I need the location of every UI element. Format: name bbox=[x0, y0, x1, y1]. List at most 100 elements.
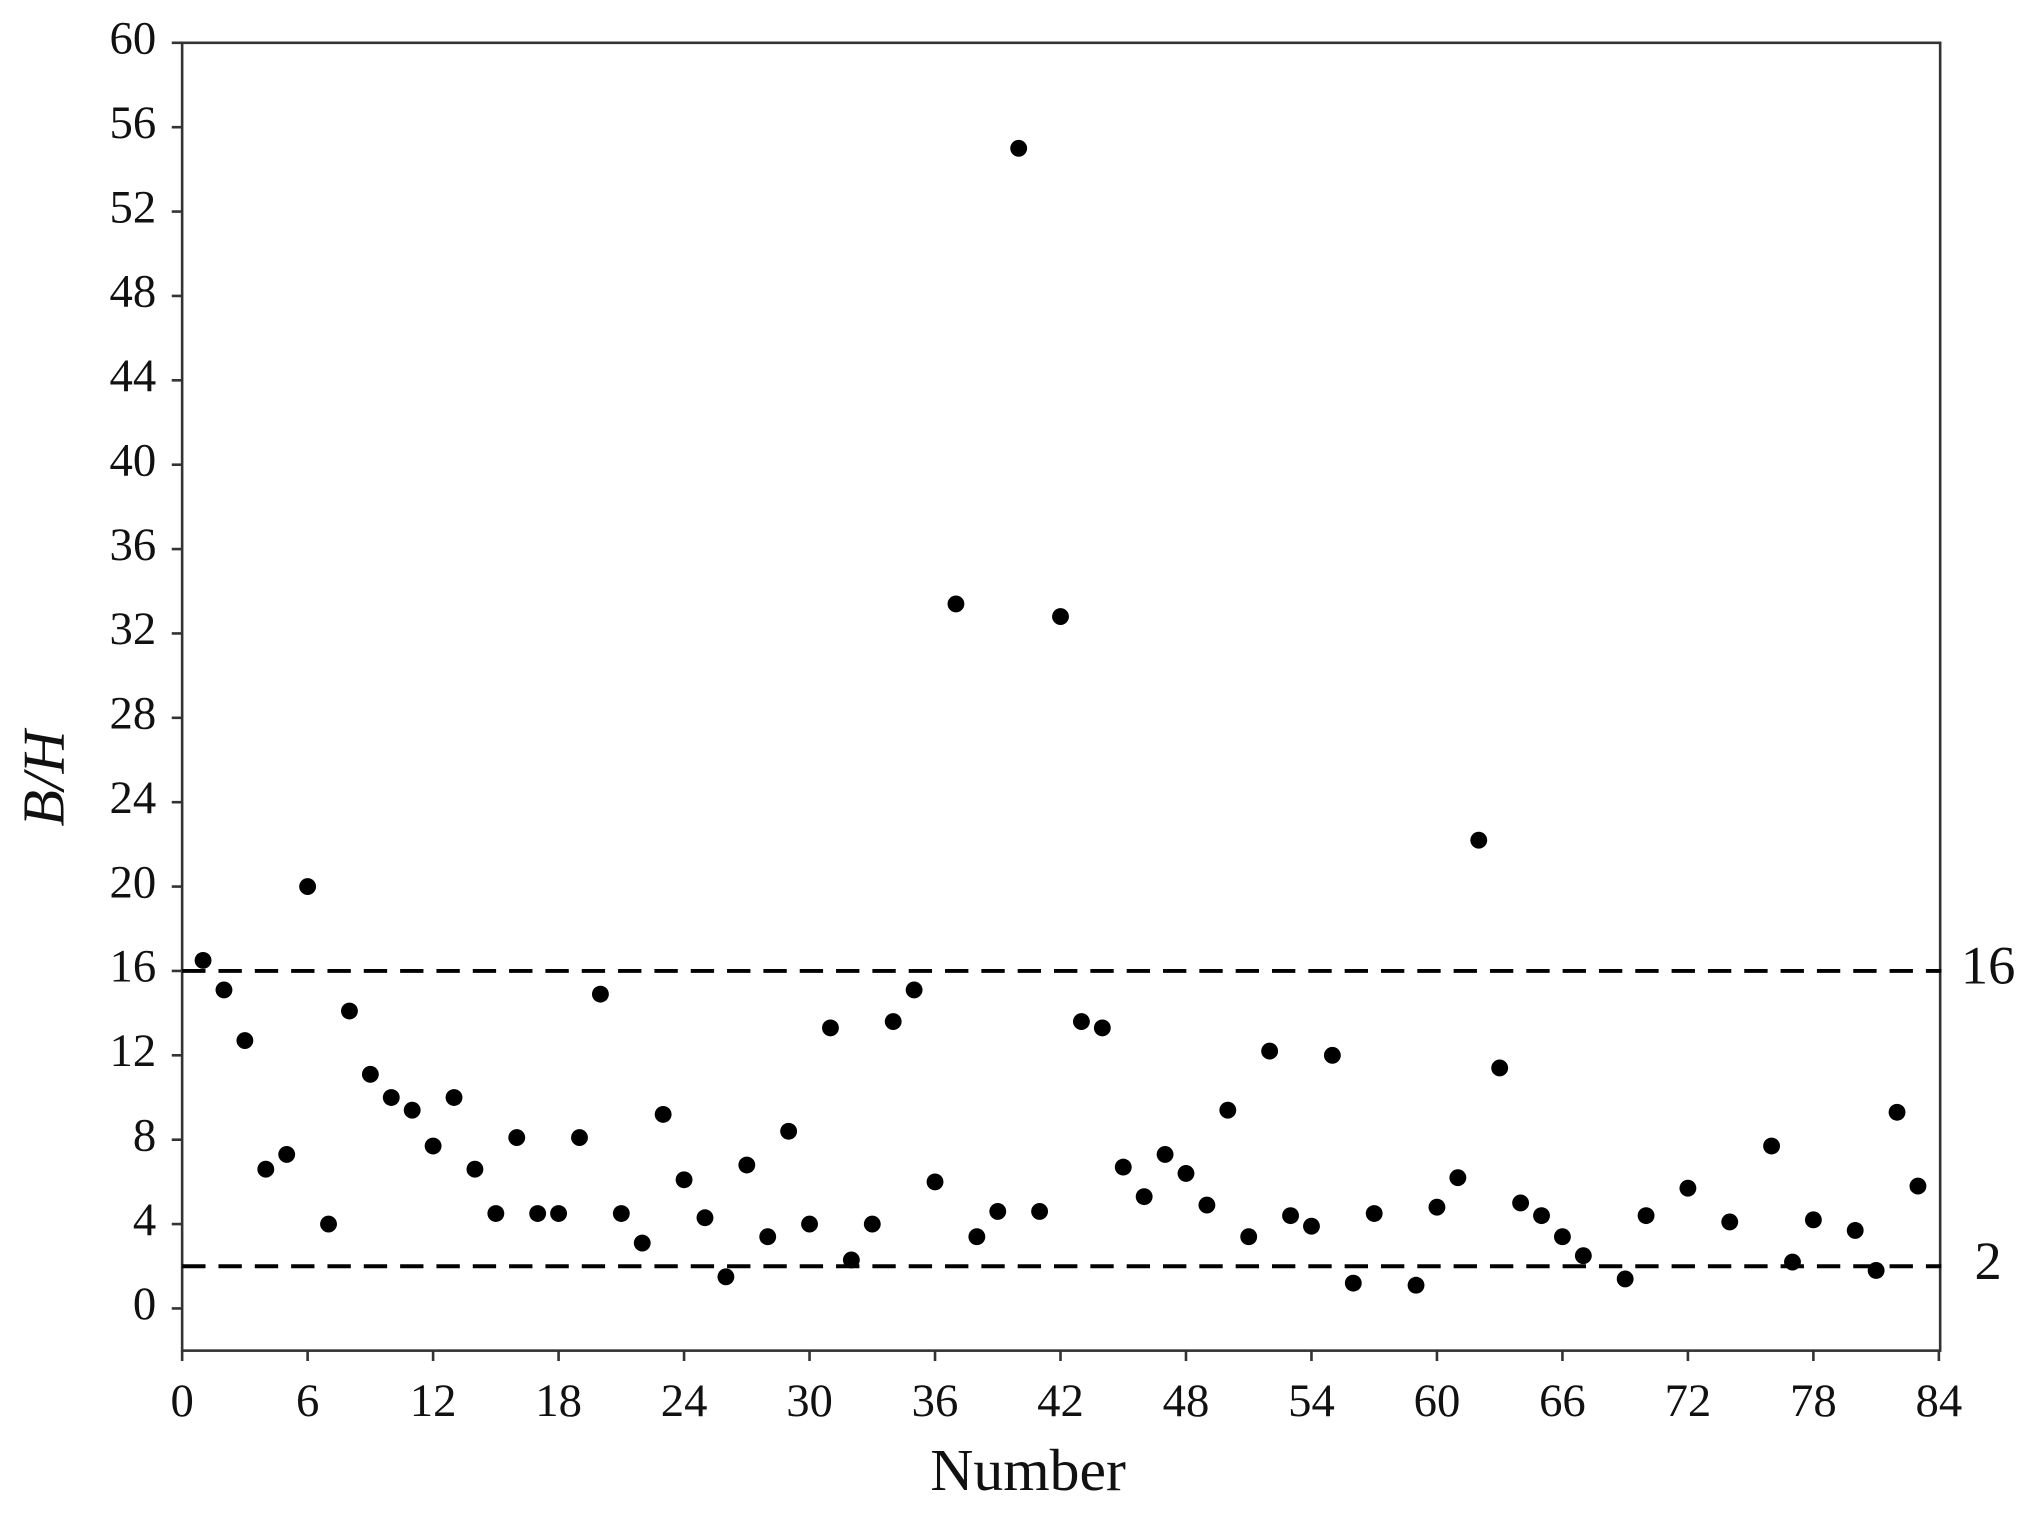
point bbox=[1156, 1146, 1174, 1163]
x-tick-label: 54 bbox=[1288, 1375, 1335, 1427]
point bbox=[278, 1146, 296, 1163]
point bbox=[1470, 831, 1488, 849]
point bbox=[968, 1228, 986, 1246]
point bbox=[675, 1171, 693, 1189]
y-tick-label: 12 bbox=[110, 1025, 157, 1077]
point bbox=[1867, 1262, 1885, 1279]
y-tick-label: 20 bbox=[110, 856, 157, 908]
point bbox=[361, 1065, 379, 1083]
point bbox=[1135, 1188, 1153, 1206]
x-tick-label: 48 bbox=[1163, 1375, 1210, 1427]
y-tick-label: 60 bbox=[110, 13, 157, 65]
point bbox=[1909, 1177, 1927, 1195]
point bbox=[1093, 1019, 1111, 1037]
y-tick-label: 44 bbox=[110, 350, 157, 402]
point bbox=[1261, 1042, 1279, 1060]
point bbox=[1553, 1228, 1571, 1246]
point bbox=[1637, 1207, 1655, 1225]
point bbox=[1031, 1202, 1049, 1220]
x-tick-label: 78 bbox=[1790, 1375, 1837, 1427]
point bbox=[696, 1209, 714, 1227]
x-tick-label: 60 bbox=[1414, 1375, 1461, 1427]
point bbox=[194, 951, 212, 969]
point bbox=[1344, 1274, 1362, 1292]
point bbox=[947, 595, 965, 613]
point bbox=[1407, 1276, 1425, 1294]
point bbox=[633, 1234, 651, 1252]
x-tick-label: 84 bbox=[1916, 1375, 1963, 1427]
point bbox=[1721, 1213, 1739, 1231]
x-axis-title: Number bbox=[930, 1437, 1126, 1503]
y-axis-title: B/H bbox=[11, 727, 77, 826]
point bbox=[1846, 1221, 1864, 1239]
point bbox=[1198, 1196, 1216, 1214]
point bbox=[591, 985, 609, 1003]
point bbox=[1323, 1046, 1341, 1064]
point bbox=[1512, 1194, 1530, 1212]
point bbox=[1449, 1169, 1467, 1187]
point bbox=[1574, 1247, 1592, 1265]
y-tick-label: 36 bbox=[110, 519, 157, 571]
point bbox=[257, 1160, 275, 1178]
x-tick-label: 18 bbox=[535, 1375, 582, 1427]
point bbox=[1365, 1205, 1383, 1222]
point bbox=[529, 1205, 547, 1222]
point bbox=[571, 1129, 588, 1147]
x-tick-label: 72 bbox=[1665, 1375, 1712, 1427]
y-tick-label: 56 bbox=[110, 97, 157, 149]
x-tick-label: 36 bbox=[912, 1375, 959, 1427]
y-tick-label: 40 bbox=[110, 434, 157, 486]
point bbox=[1888, 1103, 1906, 1121]
point bbox=[299, 878, 317, 896]
y-tick-label: 4 bbox=[133, 1194, 156, 1246]
point bbox=[801, 1215, 818, 1233]
point bbox=[1219, 1101, 1237, 1119]
x-tick-label: 24 bbox=[661, 1375, 708, 1427]
point bbox=[863, 1215, 881, 1233]
point bbox=[780, 1122, 798, 1140]
point bbox=[341, 1002, 358, 1020]
point bbox=[738, 1156, 756, 1174]
point bbox=[508, 1129, 526, 1147]
point bbox=[1616, 1270, 1634, 1288]
point bbox=[445, 1089, 463, 1106]
point bbox=[1177, 1165, 1195, 1182]
point bbox=[759, 1228, 777, 1246]
point bbox=[842, 1251, 860, 1269]
x-tick-label: 30 bbox=[786, 1375, 833, 1427]
point bbox=[1784, 1253, 1801, 1271]
point bbox=[1240, 1228, 1258, 1246]
point bbox=[905, 981, 923, 999]
point bbox=[382, 1089, 400, 1106]
point bbox=[1533, 1207, 1550, 1225]
point bbox=[424, 1137, 442, 1155]
point bbox=[1052, 608, 1069, 625]
plot-frame bbox=[180, 41, 1942, 1352]
point bbox=[403, 1101, 421, 1119]
point bbox=[612, 1205, 630, 1222]
x-tick-label: 6 bbox=[296, 1375, 319, 1427]
y-tick-label: 8 bbox=[133, 1109, 156, 1161]
point bbox=[822, 1019, 839, 1037]
point bbox=[466, 1160, 484, 1178]
x-tick-label: 0 bbox=[170, 1375, 193, 1427]
x-tick-label: 66 bbox=[1539, 1375, 1586, 1427]
y-tick-label: 0 bbox=[133, 1278, 156, 1330]
y-tick-label: 52 bbox=[110, 181, 157, 233]
y-tick-label: 24 bbox=[110, 772, 157, 824]
x-tick-label: 12 bbox=[410, 1375, 457, 1427]
point bbox=[1010, 139, 1028, 157]
point bbox=[487, 1205, 505, 1222]
point bbox=[926, 1173, 944, 1191]
y-tick-label: 32 bbox=[110, 603, 157, 655]
point bbox=[1763, 1137, 1780, 1155]
point bbox=[1282, 1207, 1299, 1225]
point bbox=[1491, 1059, 1509, 1077]
x-tick-label: 42 bbox=[1037, 1375, 1084, 1427]
point bbox=[1679, 1179, 1697, 1197]
point bbox=[550, 1205, 568, 1222]
point bbox=[1804, 1211, 1822, 1229]
point bbox=[320, 1215, 337, 1233]
